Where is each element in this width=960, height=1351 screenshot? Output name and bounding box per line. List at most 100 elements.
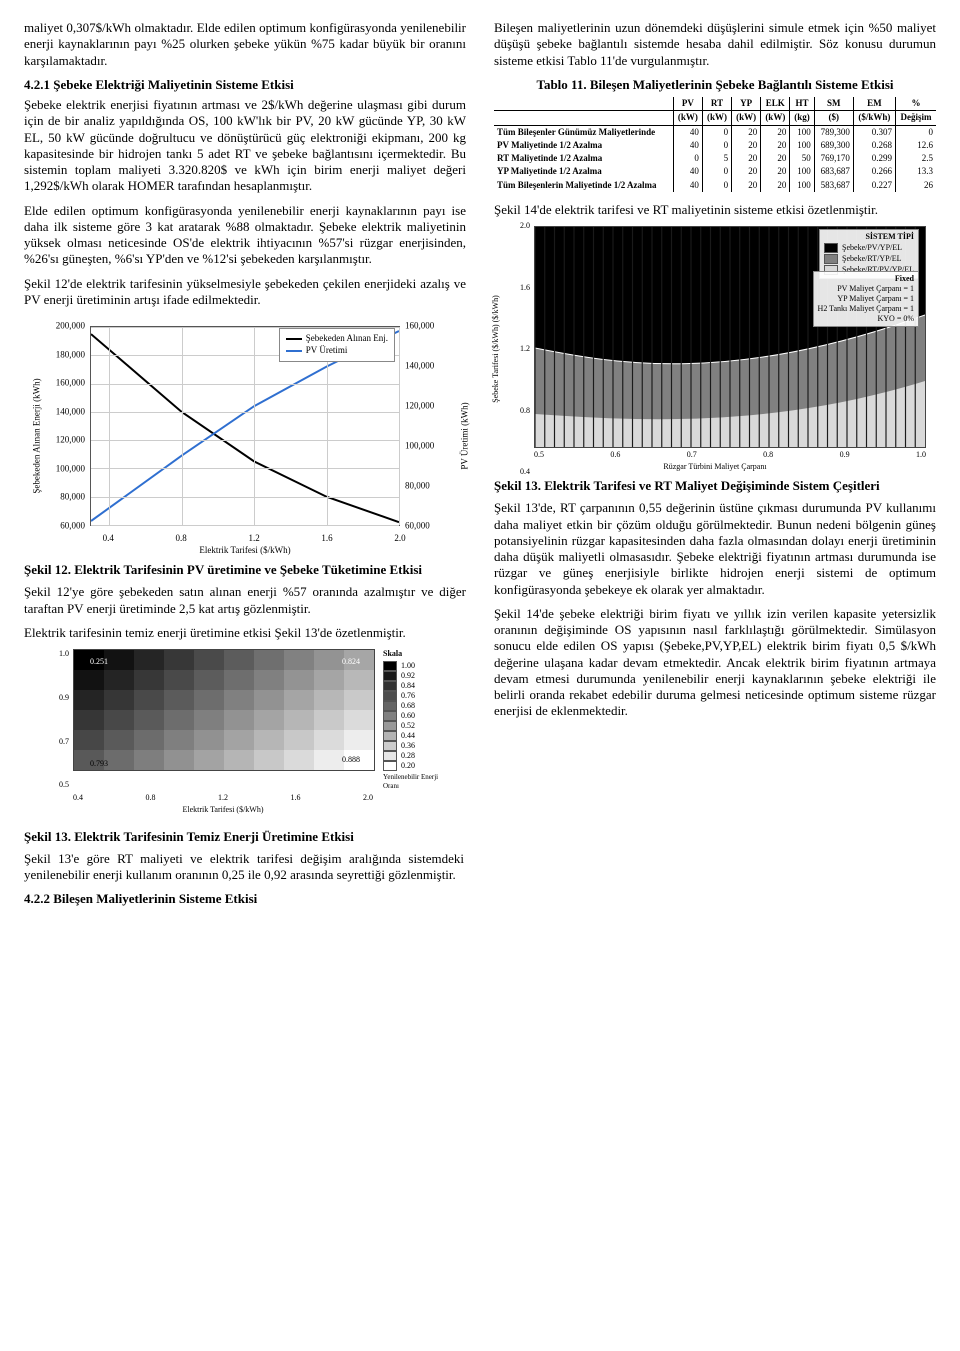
- table-cell: 26: [895, 179, 936, 192]
- fig12-x-tick: 2.0: [394, 533, 405, 544]
- figsys-fixed-line: PV Maliyet Çarpanı = 1: [818, 284, 914, 294]
- fig13L-x-tick: 0.4: [73, 793, 83, 803]
- fig13L-scale-value: 0.84: [401, 682, 415, 691]
- figsys-legend-label: Şebeke/RT/YP/EL: [842, 254, 902, 264]
- table-cell: 0.266: [853, 165, 895, 178]
- fig13L-scale-value: 0.76: [401, 692, 415, 701]
- table-cell: 20: [732, 139, 761, 152]
- table-header-unit: Değişim: [895, 111, 936, 125]
- table-header: YP: [732, 97, 761, 111]
- table-11: PVRTYPELKHTSMEM% (kW)(kW)(kW)(kW)(kg)($)…: [494, 97, 936, 192]
- table-header-unit: (kW): [732, 111, 761, 125]
- fig13L-scale-value: 0.68: [401, 702, 415, 711]
- table-cell: 0: [702, 165, 731, 178]
- figsys-x-tick: 0.7: [687, 450, 697, 460]
- fig13L-annotation: 0.824: [342, 657, 360, 667]
- table-row-label: YP Maliyetinde 1/2 Azalma: [494, 165, 673, 178]
- table-cell: 40: [673, 139, 702, 152]
- table-cell: 0: [673, 152, 702, 165]
- figsys-x-tick: 1.0: [916, 450, 926, 460]
- fig13L-scale-value: 1.00: [401, 662, 415, 671]
- paragraph: Şekil 14'de şebeke elektriği birim fiyat…: [494, 606, 936, 720]
- table-cell: 0.227: [853, 179, 895, 192]
- fig13L-annotation: 0.888: [342, 755, 360, 765]
- section-heading-421: 4.2.1 Şebeke Elektriği Maliyetinin Siste…: [24, 77, 466, 93]
- table-cell: 12.6: [895, 139, 936, 152]
- fig12-y-right-tick: 80,000: [405, 480, 455, 491]
- fig13L-scale-value: 0.60: [401, 712, 415, 721]
- section-heading-422: 4.2.2 Bileşen Maliyetlerinin Sisteme Etk…: [24, 891, 464, 907]
- table-11-caption: Tablo 11. Bileşen Maliyetlerinin Şebeke …: [494, 77, 936, 93]
- fig13L-y-tick: 0.5: [59, 780, 69, 790]
- right-column: Bileşen maliyetlerinin uzun dönemdeki dü…: [494, 20, 936, 819]
- table-header-unit: ($/kWh): [853, 111, 895, 125]
- table-header-unit: (kW): [702, 111, 731, 125]
- table-cell: 100: [790, 179, 814, 192]
- figure-system-caption: Şekil 13. Elektrik Tarifesi ve RT Maliye…: [494, 478, 936, 494]
- table-cell: 769,170: [814, 152, 853, 165]
- fig13L-y-tick: 0.9: [59, 693, 69, 703]
- table-header: EM: [853, 97, 895, 111]
- table-cell: 689,300: [814, 139, 853, 152]
- fig13L-scale-value: 0.52: [401, 722, 415, 731]
- table-cell: 50: [790, 152, 814, 165]
- table-cell: 20: [761, 152, 790, 165]
- figsys-y-tick: 2.0: [500, 221, 530, 231]
- figure-13-left-heatmap: 1.00.90.70.5 0.2510.8880.7930.824 Skala …: [35, 649, 455, 815]
- table-header: HT: [790, 97, 814, 111]
- fig12-y-left-tick: 120,000: [35, 435, 85, 446]
- table-cell: 583,687: [814, 179, 853, 192]
- figsys-x-tick: 0.9: [840, 450, 850, 460]
- fig13L-y-tick: 1.0: [59, 649, 69, 659]
- table-row-label: Tüm Bileşenlerin Maliyetinde 1/2 Azalma: [494, 179, 673, 192]
- fig12-y-right-tick: 100,000: [405, 440, 455, 451]
- paragraph: Şekil 12'de elektrik tarifesinin yükselm…: [24, 276, 466, 309]
- table-cell: 100: [790, 139, 814, 152]
- fig13L-x-tick: 1.2: [218, 793, 228, 803]
- table-cell: 20: [761, 179, 790, 192]
- table-cell: 5: [702, 152, 731, 165]
- figsys-y-tick: 0.4: [500, 467, 530, 477]
- figsys-legend-title: SİSTEM TİPİ: [824, 232, 914, 242]
- table-header: SM: [814, 97, 853, 111]
- figure-12-chart: Şebekeden Alınan Enerji (kWh) PV Üretimi…: [35, 316, 455, 556]
- paragraph: Şebeke elektrik enerjisi fiyatının artma…: [24, 97, 466, 195]
- two-column-layout: maliyet 0,307$/kWh olmaktadır. Elde edil…: [24, 20, 936, 819]
- table-header: %: [895, 97, 936, 111]
- table-row-label: PV Maliyetinde 1/2 Azalma: [494, 139, 673, 152]
- table-cell: 20: [732, 152, 761, 165]
- fig13L-x-title: Elektrik Tarifesi ($/kWh): [73, 805, 373, 815]
- fig12-x-tick: 1.6: [321, 533, 332, 544]
- fig12-y-right-title: PV Üretimi (kWh): [459, 402, 470, 469]
- table-cell: 100: [790, 125, 814, 139]
- figsys-x-tick: 0.8: [763, 450, 773, 460]
- fig12-x-tick: 0.4: [103, 533, 114, 544]
- fig12-y-left-tick: 80,000: [35, 492, 85, 503]
- table-cell: 0: [895, 125, 936, 139]
- table-row-label: Tüm Bileşenler Günümüz Maliyetlerinde: [494, 125, 673, 139]
- fig12-y-right-tick: 60,000: [405, 520, 455, 531]
- paragraph: maliyet 0,307$/kWh olmaktadır. Elde edil…: [24, 20, 466, 69]
- fig12-y-left-tick: 160,000: [35, 378, 85, 389]
- table-cell: 100: [790, 165, 814, 178]
- paragraph: Elektrik tarifesinin temiz enerji üretim…: [24, 625, 466, 641]
- figsys-fixed-line: H2 Tankı Maliyet Çarpanı = 1: [818, 304, 914, 314]
- fig12-y-left-tick: 60,000: [35, 520, 85, 531]
- table-cell: 20: [761, 165, 790, 178]
- table-header-unit: (kW): [673, 111, 702, 125]
- table-header: PV: [673, 97, 702, 111]
- fig12-y-right-tick: 120,000: [405, 400, 455, 411]
- table-cell: 40: [673, 165, 702, 178]
- fig13L-grid: 0.2510.8880.7930.824: [73, 649, 375, 771]
- figsys-fixed-box: Fixed PV Maliyet Çarpanı = 1YP Maliyet Ç…: [813, 271, 919, 327]
- fig12-x-tick: 1.2: [248, 533, 259, 544]
- fig13L-x-tick: 2.0: [363, 793, 373, 803]
- fig13L-x-tick: 1.6: [291, 793, 301, 803]
- figure-13-left-caption: Şekil 13. Elektrik Tarifesinin Temiz Ene…: [24, 829, 464, 845]
- table-cell: 20: [732, 179, 761, 192]
- table-cell: 0: [702, 179, 731, 192]
- figsys-fixed-line: YP Maliyet Çarpanı = 1: [818, 294, 914, 304]
- table-cell: 683,687: [814, 165, 853, 178]
- fig12-y-left-tick: 100,000: [35, 463, 85, 474]
- paragraph: Şekil 12'ye göre şebekeden satın alınan …: [24, 584, 466, 617]
